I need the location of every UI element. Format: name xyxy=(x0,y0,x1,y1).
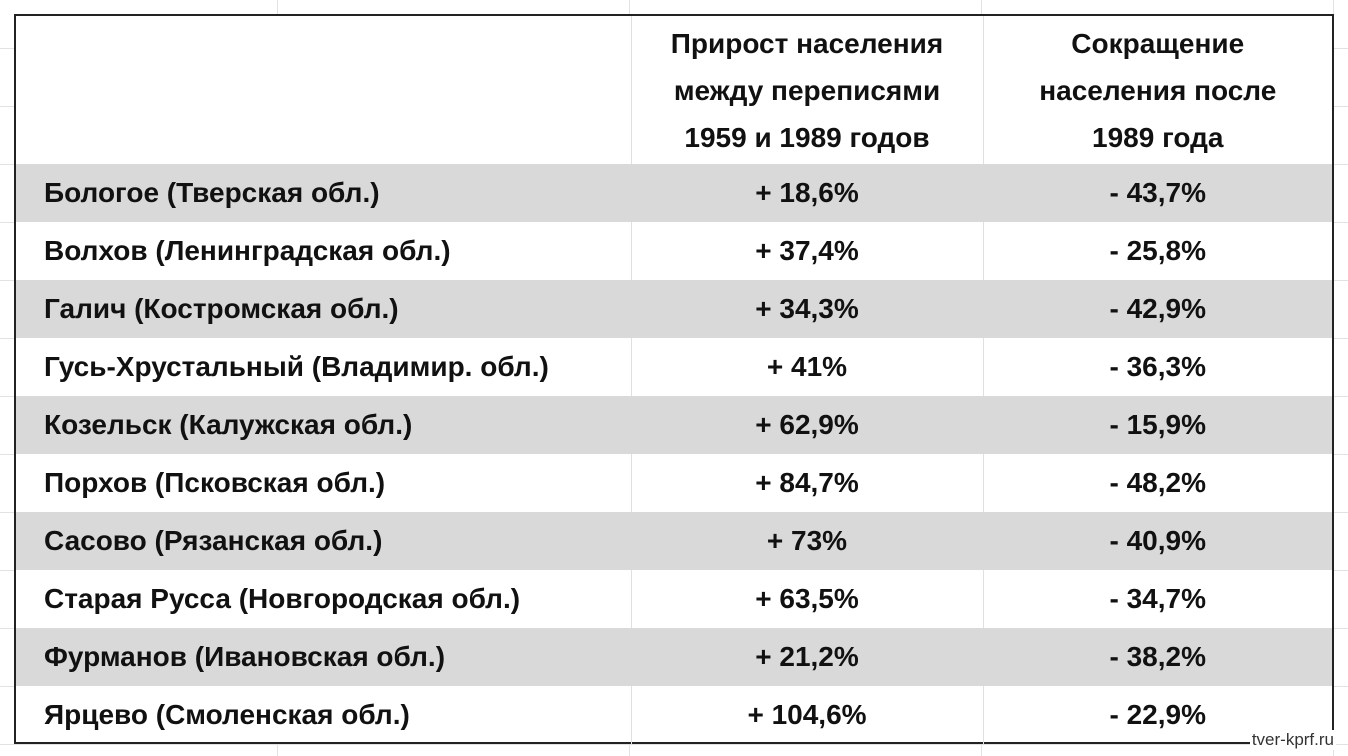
value-cell: + 18,6% xyxy=(630,164,983,222)
value-cell: - 38,2% xyxy=(982,628,1332,686)
table-row: Ярцево (Смоленская обл.) + 104,6% - 22,9% xyxy=(16,686,1332,744)
header-line: населения после xyxy=(1039,74,1277,106)
header-cell: Сокращение населения после 1989 года xyxy=(982,16,1332,164)
value-cell: + 62,9% xyxy=(630,396,983,454)
city-cell: Гусь-Хрустальный (Владимир. обл.) xyxy=(44,351,549,382)
table-row: Козельск (Калужская обл.) + 62,9% - 15,9% xyxy=(16,396,1332,454)
value-cell: - 15,9% xyxy=(982,396,1332,454)
value-cell: + 63,5% xyxy=(630,570,983,628)
table-row: Сасово (Рязанская обл.) + 73% - 40,9% xyxy=(16,512,1332,570)
city-cell: Сасово (Рязанская обл.) xyxy=(16,512,631,570)
city-cell: Старая Русса (Новгородская обл.) xyxy=(44,583,521,614)
city-cell: Фурманов (Ивановская обл.) xyxy=(16,628,631,686)
city-cell: Галич (Костромская обл.) xyxy=(16,280,631,338)
header-row: Прирост населения между переписями 1959 и … xyxy=(16,16,1332,164)
value-cell: - 36,3% xyxy=(982,338,1332,396)
city-cell: Козельск (Калужская обл.) xyxy=(16,396,631,454)
table-row: Гусь-Хрустальный (Владимир. обл.) + 41% - … xyxy=(16,338,1332,396)
value-cell: - 42,9% xyxy=(982,280,1332,338)
value-cell: - 43,7% xyxy=(982,164,1332,222)
value-cell: - 34,7% xyxy=(982,570,1332,628)
table-row: Порхов (Псковская обл.) + 84,7% - 48,2% xyxy=(16,454,1332,512)
value-cell: - 40,9% xyxy=(982,512,1332,570)
header-empty-cell xyxy=(16,16,631,164)
header-line: между переписями xyxy=(673,74,941,106)
value-cell: + 84,7% xyxy=(630,454,983,512)
watermark: tver-kprf.ru xyxy=(1249,730,1336,750)
value-cell: + 41% xyxy=(630,338,983,396)
value-cell: + 73% xyxy=(630,512,983,570)
header-line: 1989 года xyxy=(1092,121,1224,153)
header-cell: Прирост населения между переписями 1959 и … xyxy=(630,16,983,164)
table-row: Бологое (Тверская обл.) + 18,6% - 43,7% xyxy=(16,164,1332,222)
header-line: Сокращение xyxy=(1071,27,1245,59)
value-cell: - 25,8% xyxy=(982,222,1332,280)
table-row: Галич (Костромская обл.) + 34,3% - 42,9% xyxy=(16,280,1332,338)
value-cell: + 104,6% xyxy=(630,686,983,744)
table-row: Фурманов (Ивановская обл.) + 21,2% - 38,2% xyxy=(16,628,1332,686)
table-body: Бологое (Тверская обл.) + 18,6% - 43,7% Вол… xyxy=(16,164,1332,744)
population-table: Прирост населения между переписями 1959 и … xyxy=(16,16,1332,744)
city-cell: Бологое (Тверская обл.) xyxy=(16,164,631,222)
table-frame: Прирост населения между переписями 1959 и … xyxy=(14,14,1334,744)
header-line: 1959 и 1989 годов xyxy=(684,121,930,153)
table-row: Старая Русса (Новгородская обл.) + 63,5% -… xyxy=(16,570,1332,628)
header-line: Прирост населения xyxy=(670,27,944,59)
city-cell: Порхов (Псковская обл.) xyxy=(44,467,386,498)
value-cell: + 37,4% xyxy=(630,222,983,280)
city-cell: Волхов (Ленинградская обл.) xyxy=(44,235,451,266)
value-cell: + 21,2% xyxy=(630,628,983,686)
city-cell: Ярцево (Смоленская обл.) xyxy=(44,699,410,730)
table-row: Волхов (Ленинградская обл.) + 37,4% - 25,8… xyxy=(16,222,1332,280)
value-cell: + 34,3% xyxy=(630,280,983,338)
value-cell: - 48,2% xyxy=(982,454,1332,512)
